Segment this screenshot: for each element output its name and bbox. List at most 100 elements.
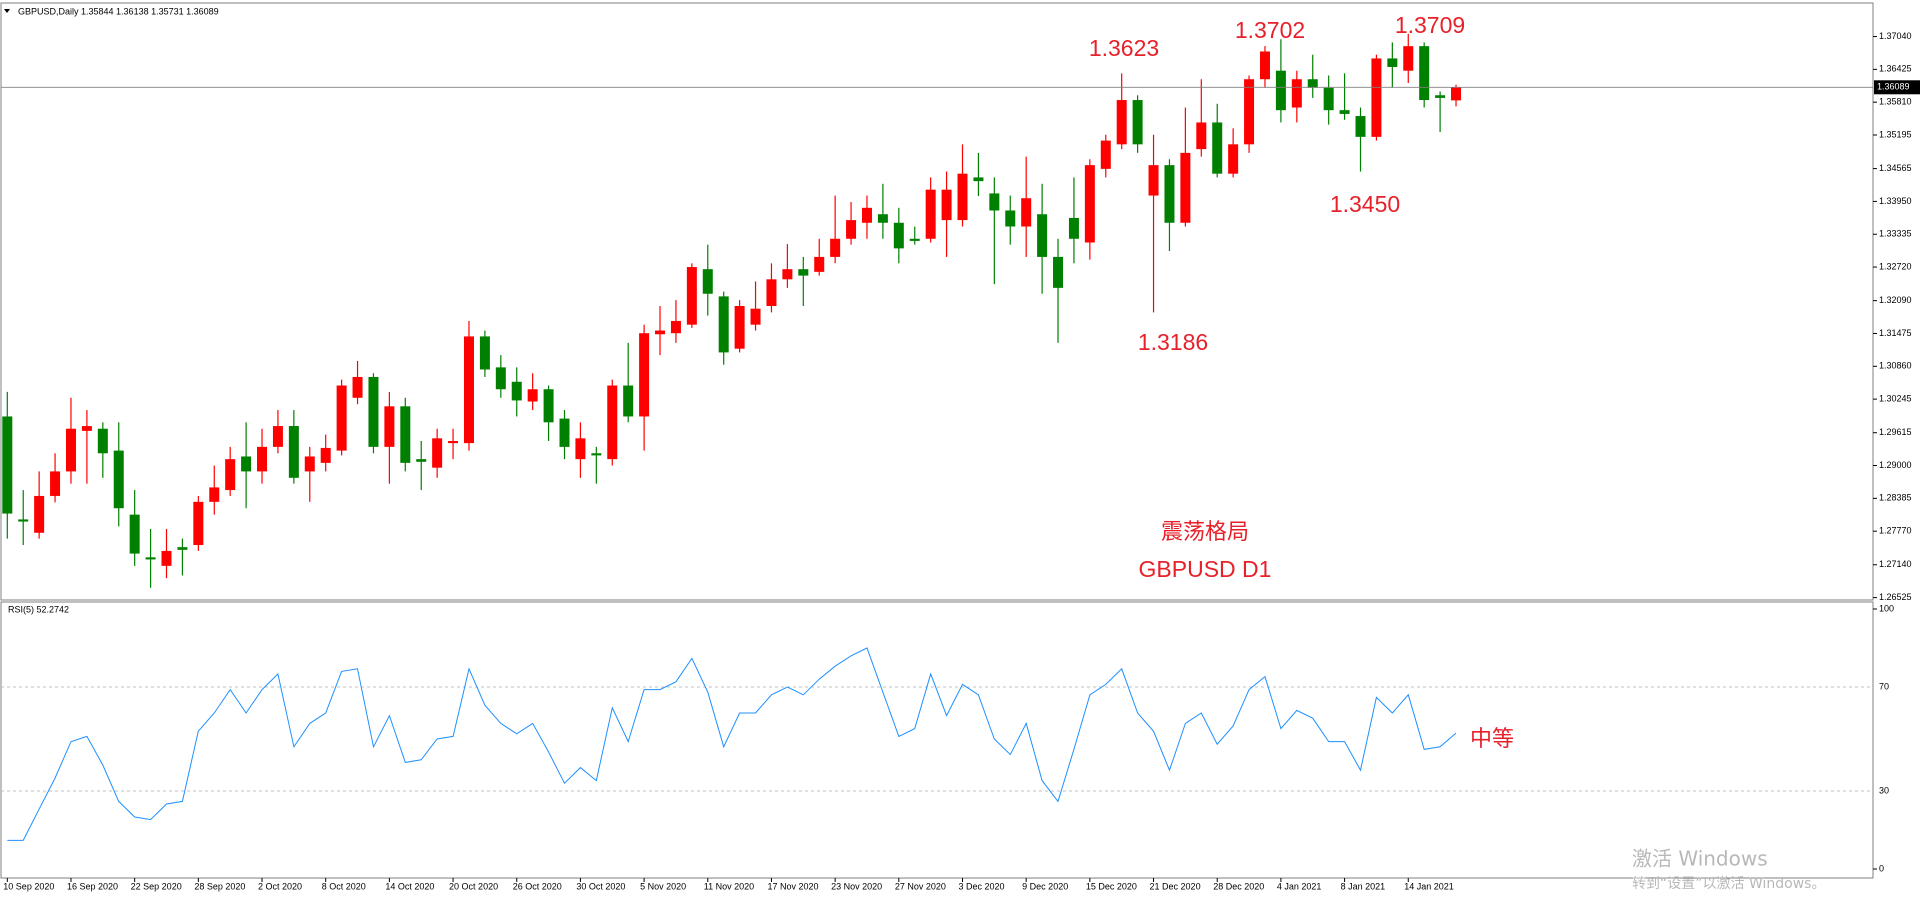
candle-body <box>734 306 745 349</box>
candle-body <box>941 189 952 221</box>
x-tick-label: 23 Nov 2020 <box>831 881 882 891</box>
rsi-line <box>7 647 1457 841</box>
candle-body <box>925 189 936 239</box>
y-tick-label: 1.28385 <box>1879 493 1912 503</box>
candle-body <box>766 279 777 307</box>
x-tick-label: 3 Dec 2020 <box>959 881 1005 891</box>
candle-body <box>814 256 825 272</box>
x-tick-label: 11 Nov 2020 <box>704 881 754 891</box>
candle-body <box>575 438 586 460</box>
x-tick-label: 8 Jan 2021 <box>1341 881 1386 891</box>
annotation: 震荡格局 <box>1161 520 1249 545</box>
candle-body <box>1355 116 1366 137</box>
candle-body <box>591 453 602 456</box>
current-price-box <box>1874 80 1920 95</box>
candle-body <box>830 238 841 257</box>
candle-body <box>957 173 968 221</box>
candle-body <box>257 446 268 472</box>
annotation: 1.3709 <box>1395 12 1465 38</box>
candle-body <box>782 269 793 280</box>
candle-body <box>2 416 13 514</box>
candle-body <box>177 547 188 550</box>
candle-body <box>1148 165 1159 196</box>
x-tick-label: 28 Dec 2020 <box>1213 881 1264 891</box>
candle-body <box>1291 79 1302 108</box>
y-tick-label: 1.34565 <box>1879 163 1912 173</box>
candle-body <box>973 177 984 182</box>
x-tick-label: 27 Nov 2020 <box>895 881 946 891</box>
candle-body <box>1339 110 1350 114</box>
candle-body <box>877 214 888 223</box>
candle-body <box>1021 198 1032 227</box>
annotation: 1.3623 <box>1089 35 1159 61</box>
y-tick-label: 1.33335 <box>1879 229 1912 239</box>
x-tick-label: 28 Sep 2020 <box>194 881 245 891</box>
y-tick-label: 1.29615 <box>1879 427 1912 437</box>
x-tick-label: 15 Dec 2020 <box>1086 881 1137 891</box>
y-tick-label: 1.30245 <box>1879 393 1912 403</box>
watermark: 转到“设置”以激活 Windows。 <box>1632 875 1825 892</box>
x-tick-label: 20 Oct 2020 <box>449 881 498 891</box>
annotation: 1.3186 <box>1138 329 1208 355</box>
y-tick-label: 1.30860 <box>1879 361 1912 371</box>
candle-body <box>193 501 204 546</box>
candle-body <box>1403 46 1414 71</box>
x-tick-label: 17 Nov 2020 <box>767 881 818 891</box>
candle-body <box>145 557 156 560</box>
candle-body <box>1419 46 1430 101</box>
y-tick-label: 1.35810 <box>1879 97 1912 107</box>
candle-body <box>909 238 920 241</box>
candle-body <box>527 389 538 402</box>
x-tick-label: 26 Oct 2020 <box>513 881 562 891</box>
candle-body <box>432 438 443 468</box>
candle-body <box>304 456 315 472</box>
y-tick-label: 1.32720 <box>1879 261 1912 271</box>
candle-body <box>1037 214 1048 257</box>
candle-body <box>161 550 172 566</box>
candle-body <box>861 207 872 223</box>
candle-body <box>1275 70 1286 111</box>
annotation: GBPUSD D1 <box>1139 556 1272 582</box>
candle-body <box>225 459 236 491</box>
candle-body <box>846 220 857 239</box>
annotation: 1.3702 <box>1235 17 1305 43</box>
candle-body <box>1180 152 1191 223</box>
candle-body <box>1259 51 1270 80</box>
candle-body <box>1387 58 1398 67</box>
candle-body <box>50 471 61 496</box>
candle-body <box>1132 100 1143 145</box>
y-tick-label: 1.29000 <box>1879 460 1912 470</box>
main-panel <box>0 2 1874 601</box>
watermark: 激活 Windows <box>1632 847 1768 871</box>
x-tick-label: 14 Jan 2021 <box>1404 881 1454 891</box>
candle-body <box>1371 58 1382 137</box>
y-tick-label: 30 <box>1879 785 1889 795</box>
candle-body <box>495 367 506 390</box>
candle-body <box>639 333 650 417</box>
candle-body <box>559 418 570 447</box>
y-tick-label: 70 <box>1879 681 1889 691</box>
y-tick-label: 1.26525 <box>1879 592 1912 602</box>
candle-body <box>416 459 427 462</box>
y-tick-label: 1.36425 <box>1879 64 1912 74</box>
candle-body <box>272 426 283 447</box>
candle-body <box>448 440 459 444</box>
rsi-panel <box>0 601 1874 879</box>
annotation: 中等 <box>1470 727 1514 752</box>
x-tick-label: 14 Oct 2020 <box>385 881 434 891</box>
y-tick-label: 1.27770 <box>1879 526 1912 536</box>
x-tick-label: 22 Sep 2020 <box>131 881 182 891</box>
x-tick-label: 5 Nov 2020 <box>640 881 686 891</box>
candle-body <box>113 450 124 509</box>
collapse-icon <box>4 9 10 13</box>
candle-body <box>1116 100 1127 145</box>
candle-body <box>288 426 299 478</box>
candle-body <box>893 222 904 249</box>
candle-body <box>623 385 634 417</box>
candle-body <box>798 269 809 276</box>
candle-body <box>1100 140 1111 169</box>
x-tick-label: 21 Dec 2020 <box>1150 881 1201 891</box>
x-tick-label: 8 Oct 2020 <box>322 881 366 891</box>
